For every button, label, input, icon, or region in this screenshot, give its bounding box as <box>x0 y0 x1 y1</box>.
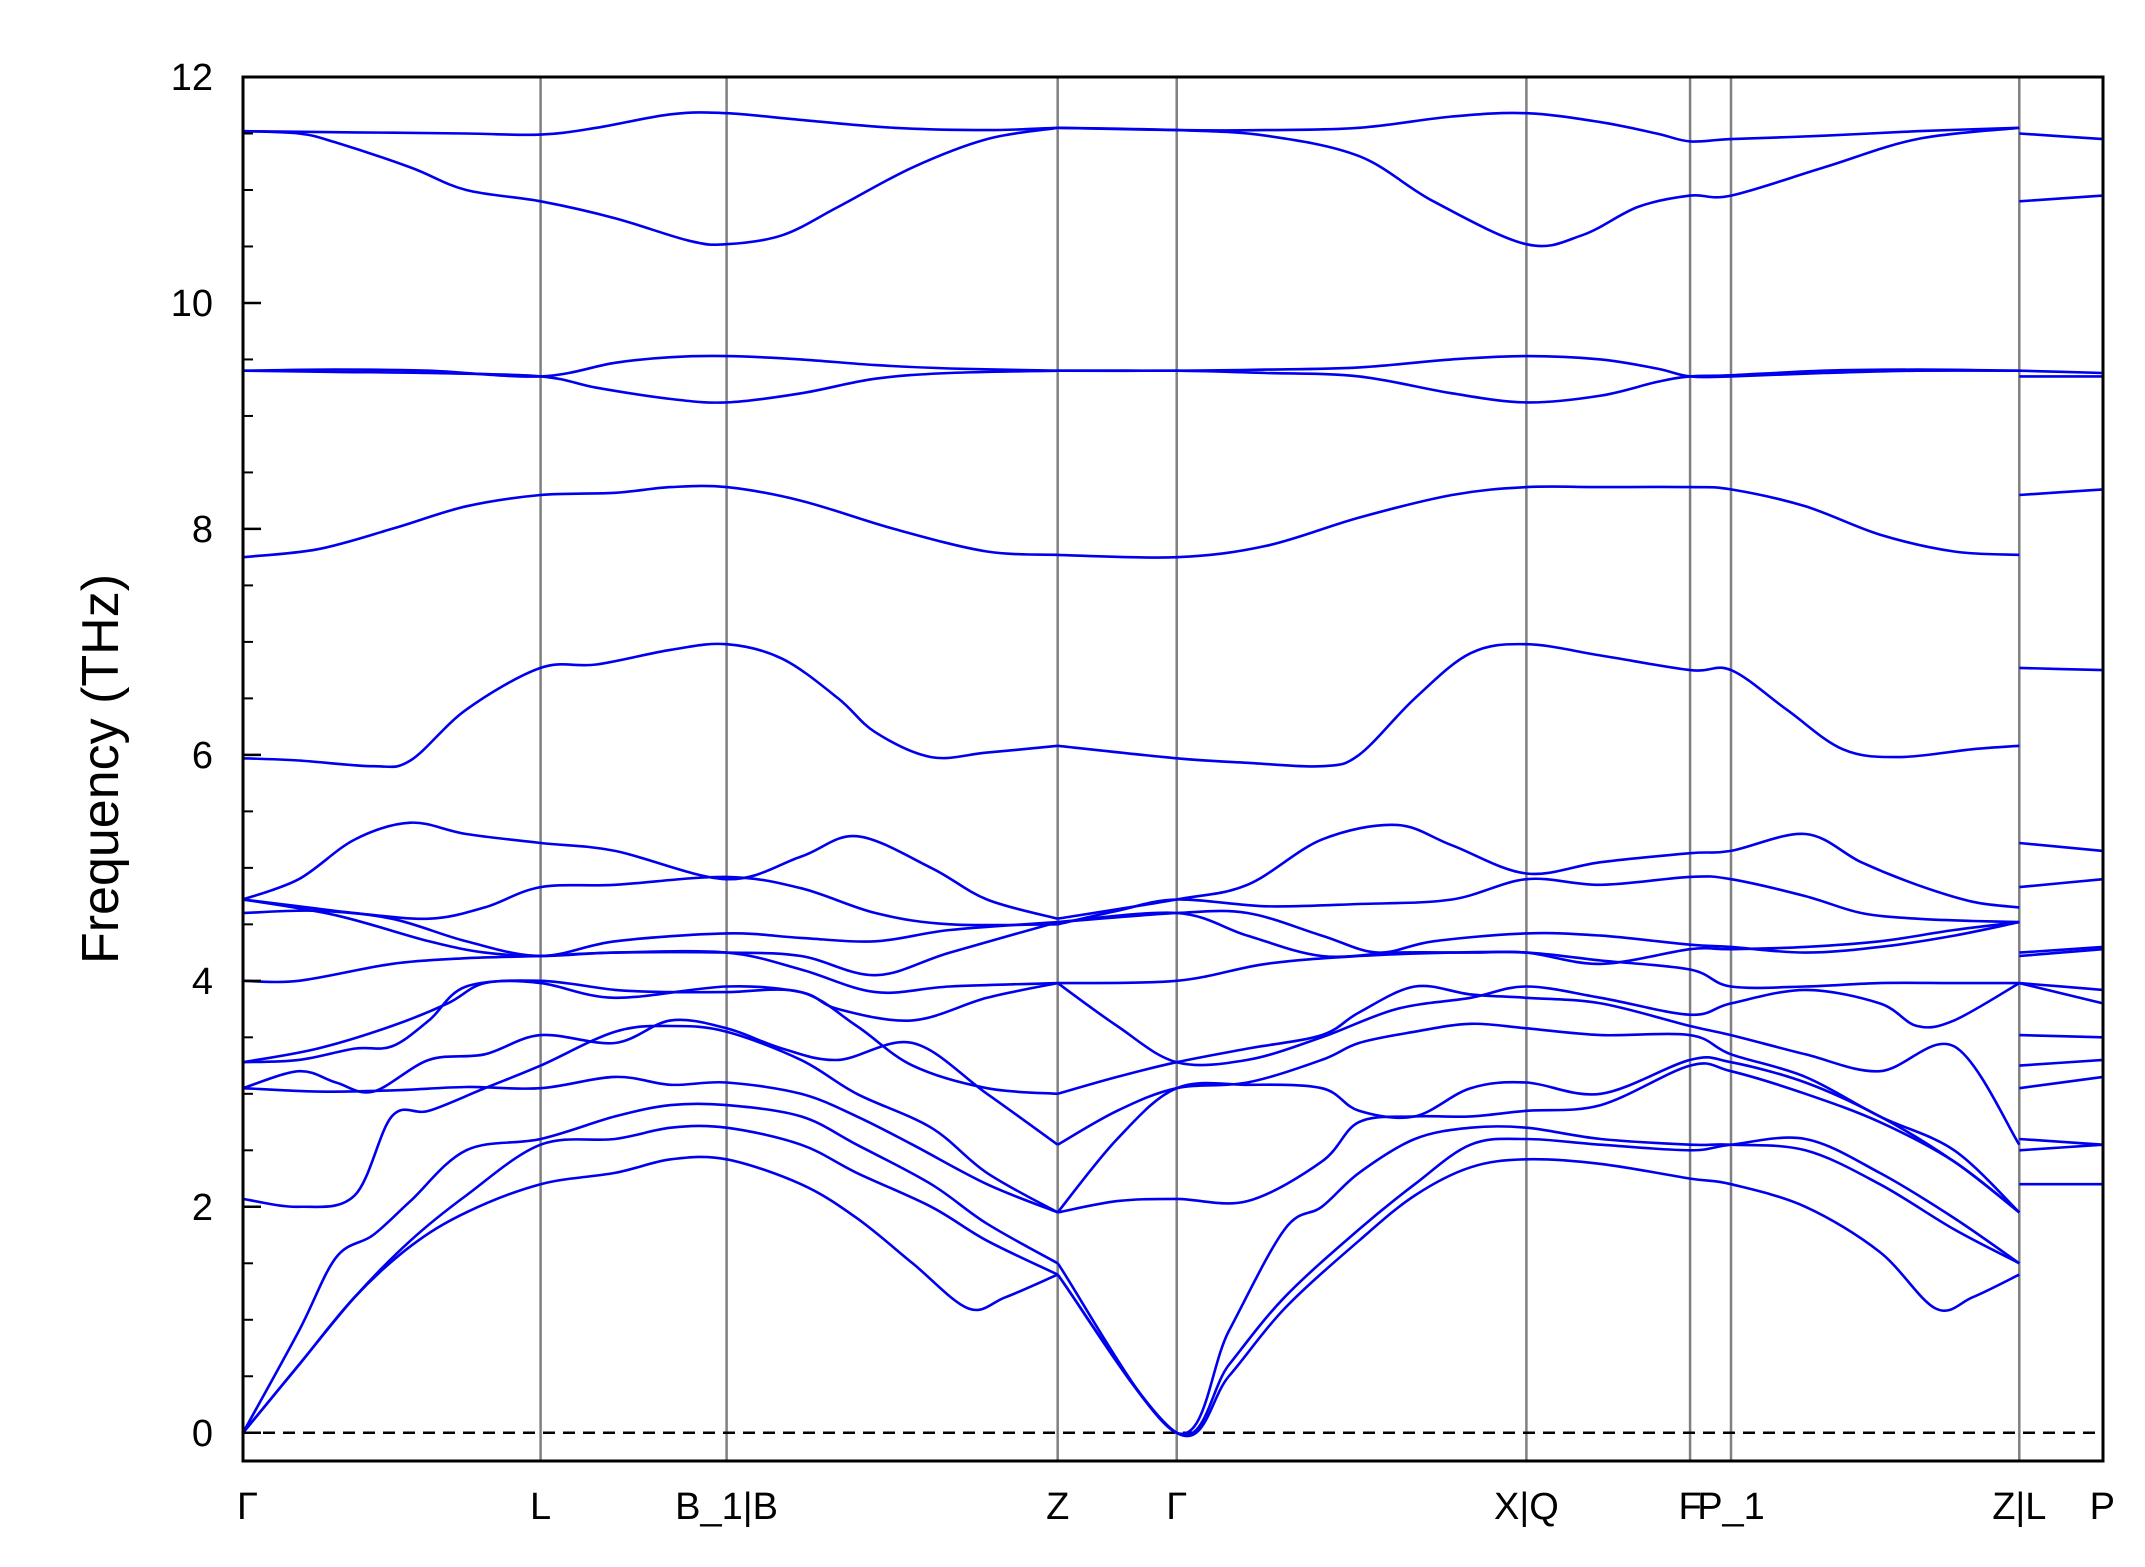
band-line <box>241 1155 1059 1434</box>
band-line <box>2019 1033 2104 1039</box>
band-line <box>1057 909 2020 954</box>
kpoint-label: P_1 <box>1697 1486 1765 1528</box>
band-line <box>1057 1062 2021 1214</box>
band-line <box>2019 666 2104 672</box>
band-line <box>242 484 1058 559</box>
band-line <box>242 909 1058 958</box>
plot-frame <box>241 75 2105 1463</box>
kpoint-lines <box>539 77 2021 1461</box>
band-line <box>1057 642 2020 768</box>
band-line <box>2019 841 2104 853</box>
band-line <box>1057 875 2020 926</box>
y-ticks: 0 2 4 6 8 10 12 <box>171 57 261 1455</box>
y-tick-label: 8 <box>192 509 213 551</box>
band-line <box>2019 488 2104 497</box>
band-line <box>242 642 1058 769</box>
band-line <box>2019 132 2104 141</box>
band-line <box>2019 947 2104 958</box>
y-tick-label: 12 <box>171 57 213 99</box>
y-tick-label: 10 <box>171 283 213 325</box>
y-tick-label: 0 <box>192 1413 213 1455</box>
y-tick-label: 6 <box>192 735 213 777</box>
kpoint-label: X|Q <box>1494 1486 1559 1528</box>
band-line <box>1056 1157 2020 1438</box>
x-kpoint-labels: Γ L B_1|B Z Γ X|Q FP_1 Z|L P <box>237 1486 2115 1528</box>
band-line <box>241 1124 1059 1434</box>
band-line <box>2019 194 2104 203</box>
kpoint-label: Z|L <box>1992 1486 2046 1528</box>
band-line <box>2019 945 2104 954</box>
band-line <box>1056 981 2020 1067</box>
band-line <box>2019 1143 2104 1152</box>
band-line <box>241 1102 1059 1434</box>
band-line <box>1056 1124 2020 1436</box>
band-line <box>2019 1137 2104 1146</box>
band-line <box>242 949 1058 995</box>
kpoint-label: B_1|B <box>675 1486 778 1528</box>
y-axis-label: Frequency (THz) <box>72 574 130 964</box>
kpoint-label: L <box>530 1486 551 1528</box>
band-line <box>2018 981 2104 1005</box>
axes <box>241 75 2105 1463</box>
band-line <box>242 979 1058 1096</box>
band-line <box>2019 877 2104 889</box>
band-line <box>1056 1136 2021 1437</box>
band-line <box>1057 354 2020 379</box>
band-line <box>242 126 1058 247</box>
band-line <box>1057 1022 2021 1214</box>
kpoint-label: Γ <box>1166 1486 1187 1528</box>
band-line <box>242 1018 1059 1146</box>
band-line <box>2019 1058 2104 1067</box>
band-line <box>1056 1056 2021 1214</box>
y-tick-label: 2 <box>192 1187 213 1229</box>
kpoint-label: F <box>1678 1486 1701 1528</box>
band-line <box>242 821 1059 920</box>
band-line <box>1057 911 2020 966</box>
band-line <box>242 354 1058 378</box>
band-line <box>242 111 1058 137</box>
band-line <box>1057 368 2020 404</box>
band-line <box>1057 485 2020 559</box>
kpoint-label: Z <box>1046 1486 1069 1528</box>
band-line <box>1057 126 2020 248</box>
band-line <box>242 875 1058 927</box>
y-tick-label: 4 <box>192 961 213 1003</box>
band-line <box>1057 950 2020 990</box>
kpoint-label: P <box>2090 1486 2115 1528</box>
band-line <box>2019 369 2104 375</box>
band-line <box>1057 823 2020 920</box>
band-line <box>1057 111 2020 143</box>
kpoint-label: Γ <box>237 1486 258 1528</box>
band-line <box>1057 984 2021 1146</box>
bands <box>241 111 2104 1438</box>
band-line <box>242 1024 1059 1214</box>
band-line <box>242 369 1058 404</box>
band-line <box>242 1075 1059 1214</box>
band-line <box>242 979 1058 1064</box>
band-line <box>2019 1075 2104 1090</box>
